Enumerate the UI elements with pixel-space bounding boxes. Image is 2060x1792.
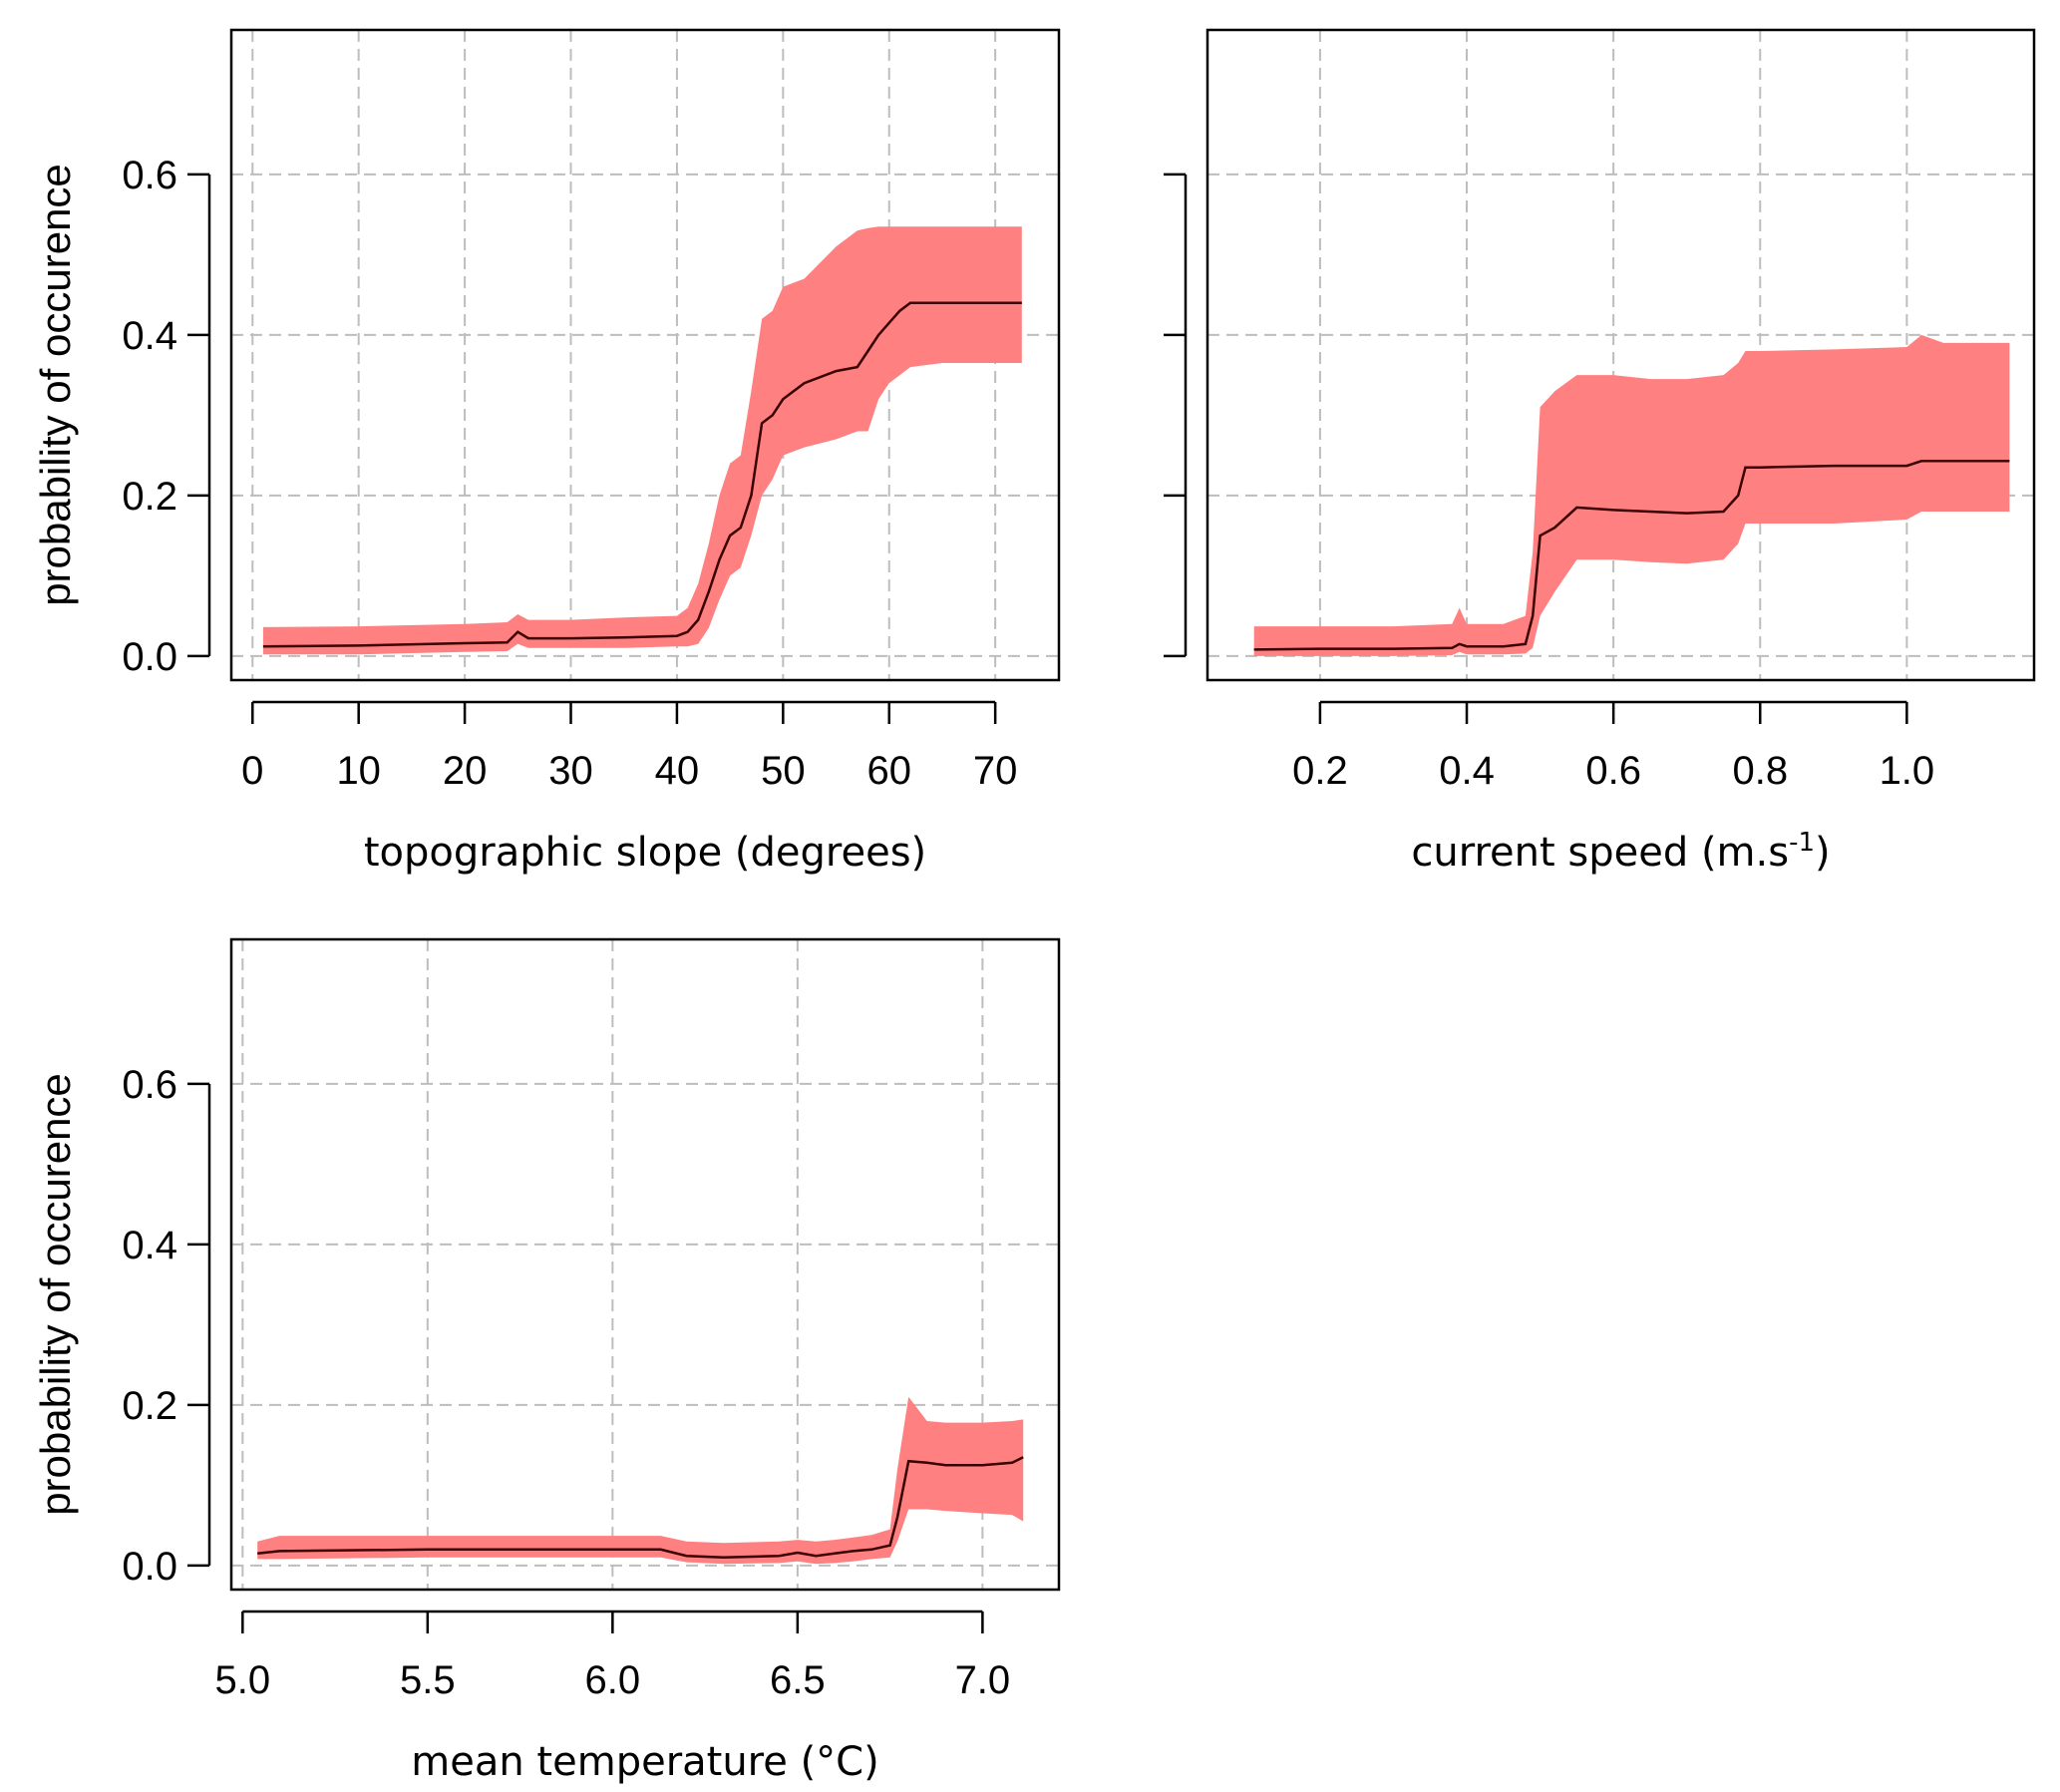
- x-tick-label-1: 0.4: [1439, 749, 1495, 793]
- x-tick-label-5: 50: [761, 749, 806, 793]
- confidence-band: [1253, 334, 2010, 656]
- tick-labels: 5.0 5.5 6.0 6.5 7.0 0.0 0.2 0.4 0.6: [122, 1063, 1010, 1702]
- response-curve: [262, 301, 1022, 648]
- x-tick-label-0: 0: [241, 749, 263, 793]
- x-axis-label: current speed (m.s-1): [1411, 828, 1830, 876]
- y-tick-label-1: 0.2: [122, 1384, 177, 1428]
- x-axis-label-main: current speed (m.s: [1411, 830, 1789, 876]
- x-tick-label-4: 7.0: [955, 1658, 1011, 1702]
- panel-current-speed: 0.2 0.4 0.6 0.8 1.0 current speed (m.s-1): [1164, 28, 2036, 876]
- y-tick-label-2: 0.4: [122, 1224, 177, 1267]
- y-tick-label-0: 0.0: [122, 635, 177, 679]
- x-axis-label: mean temperature (°C): [411, 1739, 878, 1785]
- response-curve: [1253, 460, 2010, 651]
- x-tick-label-3: 0.8: [1732, 749, 1788, 793]
- x-tick-label-0: 5.0: [215, 1658, 271, 1702]
- y-axis-label: probability of occurence: [32, 164, 79, 606]
- x-tick-label-3: 30: [548, 749, 593, 793]
- x-tick-label-2: 6.0: [585, 1658, 641, 1702]
- x-axis-label-superscript: -1: [1789, 828, 1815, 858]
- response-curve: [257, 1456, 1024, 1560]
- axes: [1164, 173, 1908, 724]
- axes: [187, 173, 997, 724]
- tick-labels: 0 10 20 30 40 50 60 70 0.0 0.2 0.4 0.6: [122, 154, 1017, 793]
- tick-labels: 0.2 0.4 0.6 0.8 1.0: [1292, 749, 1934, 793]
- y-tick-label-3: 0.6: [122, 1063, 177, 1107]
- x-axis-label: topographic slope (degrees): [364, 830, 926, 876]
- x-tick-label-2: 0.6: [1585, 749, 1641, 793]
- plot-frame: [229, 28, 1061, 682]
- x-tick-label-3: 6.5: [770, 1658, 826, 1702]
- plot-frame: [229, 937, 1061, 1592]
- x-tick-label-4: 1.0: [1880, 749, 1935, 793]
- y-tick-label-3: 0.6: [122, 154, 177, 197]
- y-tick-label-1: 0.2: [122, 475, 177, 519]
- x-tick-label-4: 40: [655, 749, 700, 793]
- x-tick-label-6: 60: [866, 749, 911, 793]
- y-tick-label-0: 0.0: [122, 1545, 177, 1589]
- x-tick-label-7: 70: [973, 749, 1018, 793]
- y-axis-label: probability of occurence: [32, 1073, 79, 1516]
- confidence-band: [257, 1396, 1024, 1565]
- x-tick-label-1: 5.5: [400, 1658, 456, 1702]
- panel-topographic-slope: 0 10 20 30 40 50 60 70 0.0 0.2 0.4 0.6 topographic …: [32, 28, 1061, 876]
- grid-lines: [231, 939, 1059, 1590]
- y-tick-label-2: 0.4: [122, 314, 177, 358]
- confidence-band: [262, 226, 1022, 655]
- plot-frame: [1205, 28, 2036, 682]
- axes: [187, 1082, 984, 1633]
- panel-mean-temperature: 5.0 5.5 6.0 6.5 7.0 0.0 0.2 0.4 0.6 mean tempera…: [32, 937, 1061, 1785]
- x-tick-label-0: 0.2: [1292, 749, 1348, 793]
- x-tick-label-2: 20: [443, 749, 488, 793]
- x-axis-label-end: ): [1815, 830, 1831, 876]
- x-tick-label-1: 10: [336, 749, 381, 793]
